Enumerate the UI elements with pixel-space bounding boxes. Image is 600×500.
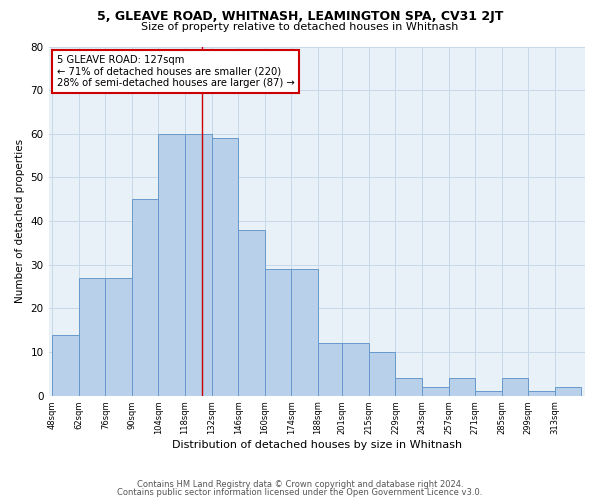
Bar	[449, 378, 475, 396]
Bar	[554, 387, 581, 396]
Bar	[318, 344, 343, 396]
Bar	[475, 392, 502, 396]
Text: Contains public sector information licensed under the Open Government Licence v3: Contains public sector information licen…	[118, 488, 482, 497]
Bar	[395, 378, 422, 396]
Bar	[185, 134, 212, 396]
Bar	[343, 344, 369, 396]
X-axis label: Distribution of detached houses by size in Whitnash: Distribution of detached houses by size …	[172, 440, 462, 450]
Bar	[369, 352, 395, 396]
Bar	[132, 200, 158, 396]
Bar	[422, 387, 449, 396]
Bar	[291, 269, 318, 396]
Bar	[158, 134, 185, 396]
Bar	[238, 230, 265, 396]
Bar	[79, 278, 106, 396]
Bar	[265, 269, 291, 396]
Text: 5 GLEAVE ROAD: 127sqm
← 71% of detached houses are smaller (220)
28% of semi-det: 5 GLEAVE ROAD: 127sqm ← 71% of detached …	[56, 55, 295, 88]
Text: Contains HM Land Registry data © Crown copyright and database right 2024.: Contains HM Land Registry data © Crown c…	[137, 480, 463, 489]
Y-axis label: Number of detached properties: Number of detached properties	[15, 139, 25, 303]
Bar	[52, 334, 79, 396]
Bar	[106, 278, 132, 396]
Bar	[528, 392, 554, 396]
Text: 5, GLEAVE ROAD, WHITNASH, LEAMINGTON SPA, CV31 2JT: 5, GLEAVE ROAD, WHITNASH, LEAMINGTON SPA…	[97, 10, 503, 23]
Text: Size of property relative to detached houses in Whitnash: Size of property relative to detached ho…	[142, 22, 458, 32]
Bar	[212, 138, 238, 396]
Bar	[502, 378, 528, 396]
